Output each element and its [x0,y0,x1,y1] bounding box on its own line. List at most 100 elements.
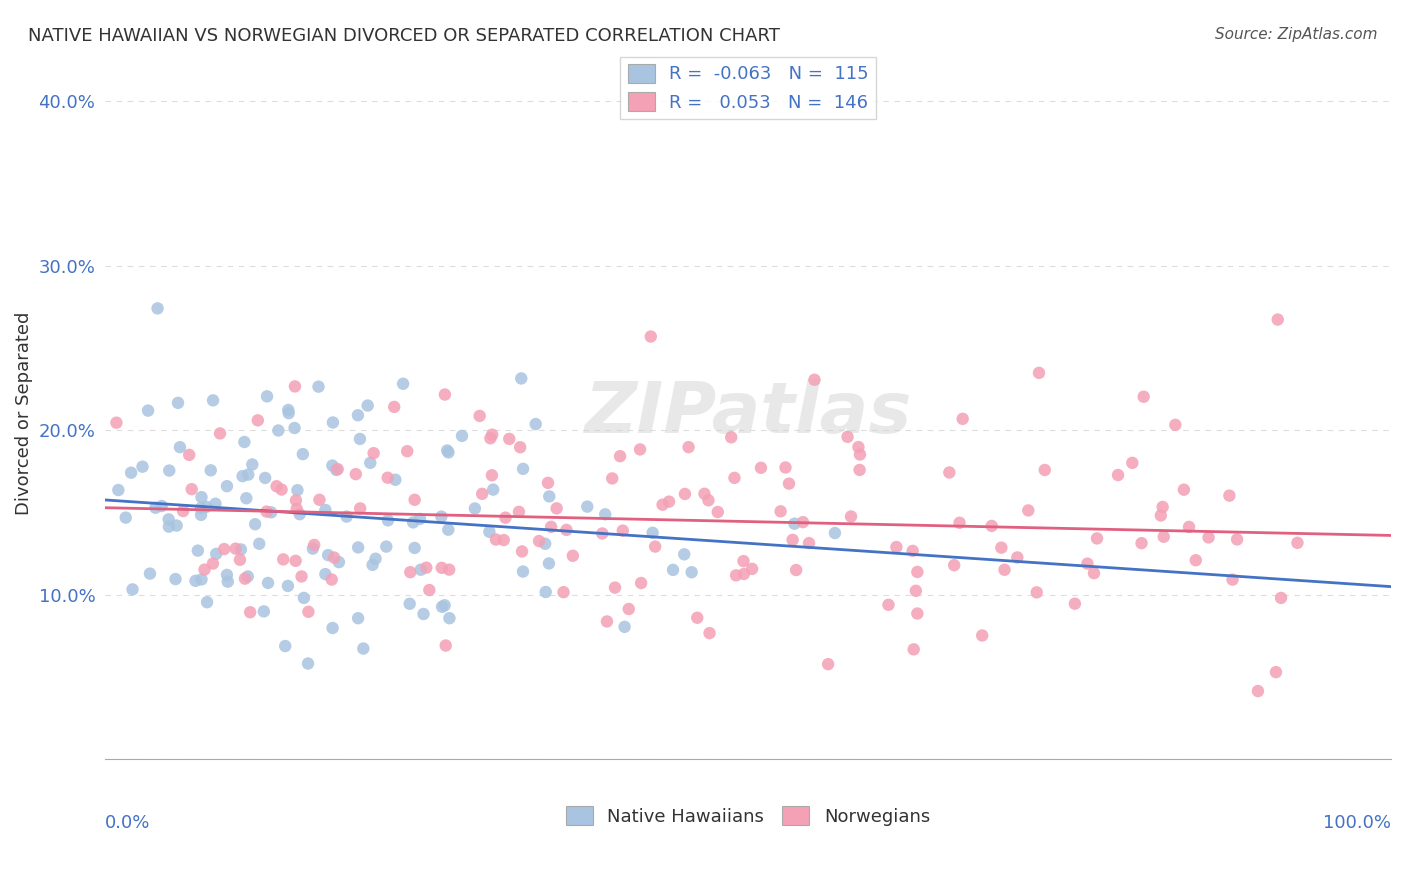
Point [288,507,311,521]
Point [609,449,631,463]
Point [437,563,460,577]
Point [512,565,534,579]
Point [508,505,530,519]
Text: 0.0%: 0.0% [105,814,150,832]
Point [749,460,772,475]
Point [972,628,994,642]
Point [769,504,792,518]
Point [243,517,266,532]
Point [195,595,218,609]
Point [392,376,415,391]
Point [418,582,440,597]
Point [492,533,515,547]
Point [1218,489,1240,503]
Point [481,468,503,483]
Point [1132,390,1154,404]
Point [952,412,974,426]
Point [1286,536,1309,550]
Point [903,642,925,657]
Point [485,533,508,547]
Point [1178,520,1201,534]
Text: Source: ZipAtlas.com: Source: ZipAtlas.com [1215,27,1378,42]
Point [190,573,212,587]
Point [131,459,153,474]
Point [534,585,557,599]
Point [1033,463,1056,477]
Point [1222,573,1244,587]
Point [797,536,820,550]
Text: NATIVE HAWAIIAN VS NORWEGIAN DIVORCED OR SEPARATED CORRELATION CHART: NATIVE HAWAIIAN VS NORWEGIAN DIVORCED OR… [28,27,780,45]
Point [257,575,280,590]
Point [240,458,263,472]
Point [1076,557,1098,571]
Point [172,504,194,518]
Point [451,429,474,443]
Point [540,520,562,534]
Point [166,518,188,533]
Point [1265,665,1288,680]
Point [375,540,398,554]
Point [693,487,716,501]
Point [662,563,685,577]
Point [1017,503,1039,517]
Point [267,424,290,438]
Point [297,657,319,671]
Point [1184,553,1206,567]
Point [399,565,422,579]
Point [434,639,457,653]
Point [904,583,927,598]
Point [190,508,212,522]
Point [285,501,308,516]
Point [778,476,800,491]
Point [284,554,307,568]
Point [157,464,180,478]
Point [384,473,406,487]
Point [382,400,405,414]
Point [291,447,314,461]
Point [396,444,419,458]
Point [775,460,797,475]
Point [651,498,673,512]
Point [1226,533,1249,547]
Point [430,561,453,575]
Point [292,591,315,605]
Point [297,605,319,619]
Point [323,550,346,565]
Point [733,566,755,581]
Point [436,443,458,458]
Point [837,430,859,444]
Point [546,501,568,516]
Point [468,409,491,423]
Point [412,607,434,621]
Point [538,490,561,504]
Point [314,567,336,582]
Point [363,446,385,460]
Point [308,379,330,393]
Point [233,435,256,450]
Point [193,563,215,577]
Point [628,442,651,457]
Point [640,329,662,343]
Point [190,490,212,504]
Point [1270,591,1292,605]
Point [641,525,664,540]
Point [179,448,201,462]
Point [495,510,517,524]
Point [167,396,190,410]
Point [254,471,277,485]
Point [1121,456,1143,470]
Point [271,552,294,566]
Point [302,538,325,552]
Point [352,641,374,656]
Point [180,482,202,496]
Point [212,542,235,557]
Point [481,427,503,442]
Point [733,554,755,568]
Point [322,621,344,635]
Point [260,505,283,519]
Point [169,440,191,454]
Point [302,541,325,556]
Point [377,513,399,527]
Point [593,508,616,522]
Point [613,620,636,634]
